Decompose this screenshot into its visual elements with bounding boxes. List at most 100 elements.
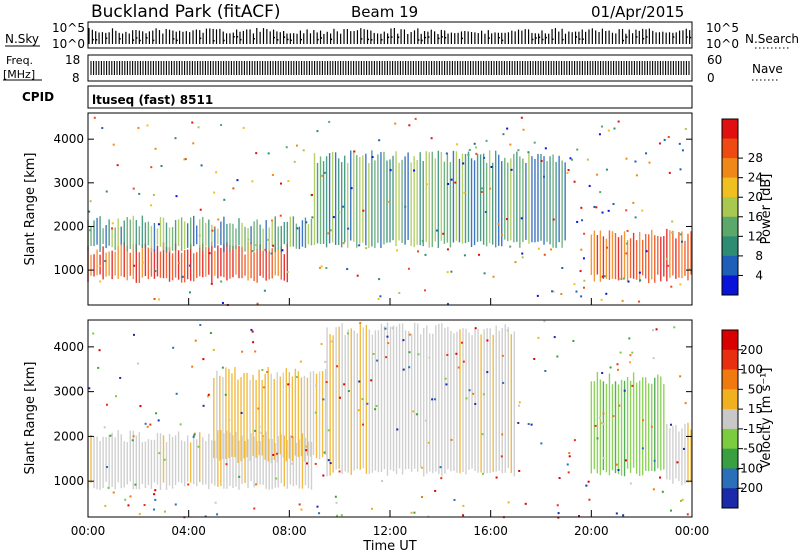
range-speck: [679, 233, 682, 236]
nsky-search-dot: [223, 39, 225, 42]
range-speck: [629, 482, 632, 485]
range-speck: [138, 512, 141, 515]
range-speck: [197, 445, 200, 448]
range-speck: [605, 292, 608, 295]
colorbar-swatch: [722, 448, 738, 469]
range-speck: [533, 141, 536, 144]
nsky-search-dot: [542, 38, 544, 41]
colorbar-tick-label: -50: [743, 442, 763, 456]
nsky-search-dot: [367, 38, 370, 41]
cpid-panel: CPID ltuseq (fast) 8511: [22, 85, 693, 109]
range-speck: [474, 402, 477, 405]
range-speck: [509, 245, 512, 248]
range-speck: [417, 353, 420, 356]
range-speck: [495, 476, 498, 479]
range-speck: [332, 216, 335, 219]
nsky-search-dot: [686, 36, 688, 38]
range-speck: [379, 295, 382, 298]
range-speck: [543, 320, 546, 323]
range-speck: [527, 151, 530, 154]
range-speck: [385, 356, 388, 359]
range-speck: [622, 277, 625, 280]
range-speck: [628, 337, 631, 340]
range-speck: [336, 514, 339, 517]
nsky-search-dot: [625, 36, 628, 38]
range-speck: [518, 401, 521, 404]
y-tick-label: 2000: [53, 429, 84, 443]
velocity-panel: 1000 2000 3000 4000 Slant Range [km] 200 100…: [23, 319, 774, 519]
range-speck: [601, 211, 604, 214]
range-speck: [238, 475, 241, 478]
range-speck: [132, 333, 135, 336]
range-speck: [661, 490, 664, 493]
range-speck: [378, 278, 381, 281]
nsky-search-dot: [176, 39, 178, 42]
range-speck: [473, 142, 476, 145]
range-speck: [192, 142, 195, 145]
freq-tick-bottom: 8: [72, 71, 80, 85]
range-speck: [298, 503, 301, 506]
nsky-panel: N.Sky 10^5 10^0 10^5 10^0 N.Search: [5, 21, 799, 51]
range-speck: [671, 220, 674, 223]
range-speck: [510, 168, 513, 171]
range-speck: [338, 470, 341, 473]
range-speck: [320, 343, 323, 346]
range-speck: [676, 461, 679, 464]
range-speck: [581, 219, 584, 222]
range-speck: [279, 214, 282, 217]
range-speck: [257, 407, 260, 410]
range-speck: [261, 435, 264, 438]
range-speck: [213, 191, 216, 194]
nsky-search-dot: [95, 39, 98, 41]
range-speck: [520, 217, 523, 220]
range-speck: [626, 229, 629, 232]
range-speck: [127, 504, 130, 507]
range-speck: [177, 262, 180, 265]
range-speck: [671, 231, 674, 234]
range-speck: [624, 459, 627, 462]
range-speck: [116, 164, 119, 167]
range-speck: [638, 271, 641, 274]
range-speck: [300, 508, 303, 511]
range-speck: [681, 498, 684, 501]
colorbar-tick-label: -100: [736, 461, 763, 475]
range-speck: [211, 229, 214, 232]
y-tick-label: 4000: [53, 132, 84, 146]
range-speck: [427, 441, 430, 444]
range-speck: [305, 449, 308, 452]
range-speck: [129, 495, 132, 498]
range-speck: [625, 242, 628, 245]
range-speck: [655, 328, 658, 331]
range-speck: [89, 200, 92, 203]
nsky-search-dot: [444, 36, 447, 39]
range-speck: [506, 127, 509, 130]
range-speck: [460, 341, 463, 344]
range-speck: [251, 250, 254, 253]
nsky-search-dot: [488, 37, 490, 39]
range-speck: [612, 203, 615, 206]
range-speck: [302, 149, 305, 152]
range-speck: [573, 439, 576, 442]
range-speck: [681, 240, 684, 243]
freq-tick-top: 18: [65, 53, 80, 67]
range-speck: [686, 513, 689, 516]
range-speck: [659, 476, 662, 479]
nsky-search-dot: [575, 36, 578, 38]
range-speck: [612, 415, 615, 418]
range-speck: [482, 393, 485, 396]
range-speck: [221, 366, 224, 369]
range-speck: [566, 463, 569, 466]
range-speck: [667, 264, 670, 267]
range-speck: [679, 499, 682, 502]
colorbar-swatch: [722, 369, 738, 390]
range-speck: [346, 332, 349, 335]
nave-tick-bottom: 0: [707, 71, 715, 85]
colorbar-tick-label: 16: [748, 210, 763, 224]
colorbar-swatch: [722, 158, 738, 179]
range-speck: [668, 171, 671, 174]
range-speck: [359, 322, 362, 325]
range-speck: [634, 160, 637, 163]
range-speck: [391, 327, 394, 330]
range-speck: [623, 389, 626, 392]
range-speck: [221, 301, 224, 304]
